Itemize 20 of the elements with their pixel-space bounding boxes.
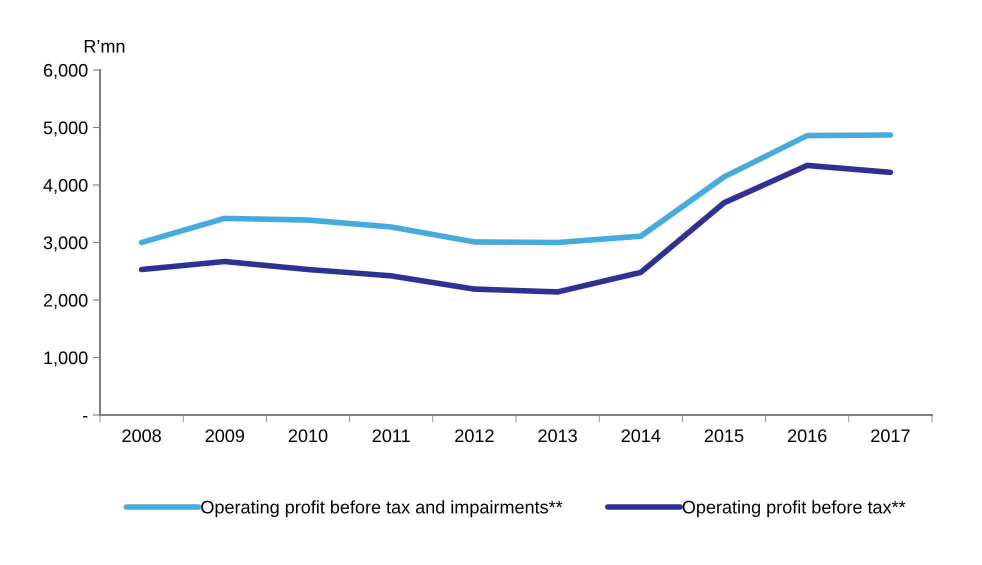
y-tick-label: -	[82, 416, 88, 418]
legend-label: Operating profit before tax and impairments**	[201, 500, 562, 518]
y-tick-label: 1,000	[44, 351, 88, 366]
y-tick-label: 2,000	[44, 294, 88, 309]
x-tick-label: 2010	[288, 429, 328, 442]
x-tick-label: 2015	[704, 429, 744, 442]
x-tick-label: 2013	[538, 429, 577, 442]
x-tick-label: 2014	[622, 429, 660, 442]
x-tick-label: 2017	[871, 429, 910, 442]
x-tick-label: 2011	[372, 429, 410, 442]
y-tick-label: 6,000	[44, 64, 88, 79]
y-axis-title: R’mn	[84, 40, 124, 52]
y-tick-label: 4,000	[43, 178, 88, 194]
legend-label: Operating profit before tax**	[682, 500, 906, 518]
x-tick-label: 2009	[206, 429, 244, 442]
x-tick-label: 2008	[122, 429, 161, 442]
x-tick-label: 2012	[455, 429, 494, 442]
x-tick-label: 2016	[788, 429, 826, 442]
y-tick-label: 5,000	[44, 121, 88, 136]
y-tick-label: 3,000	[44, 236, 88, 252]
